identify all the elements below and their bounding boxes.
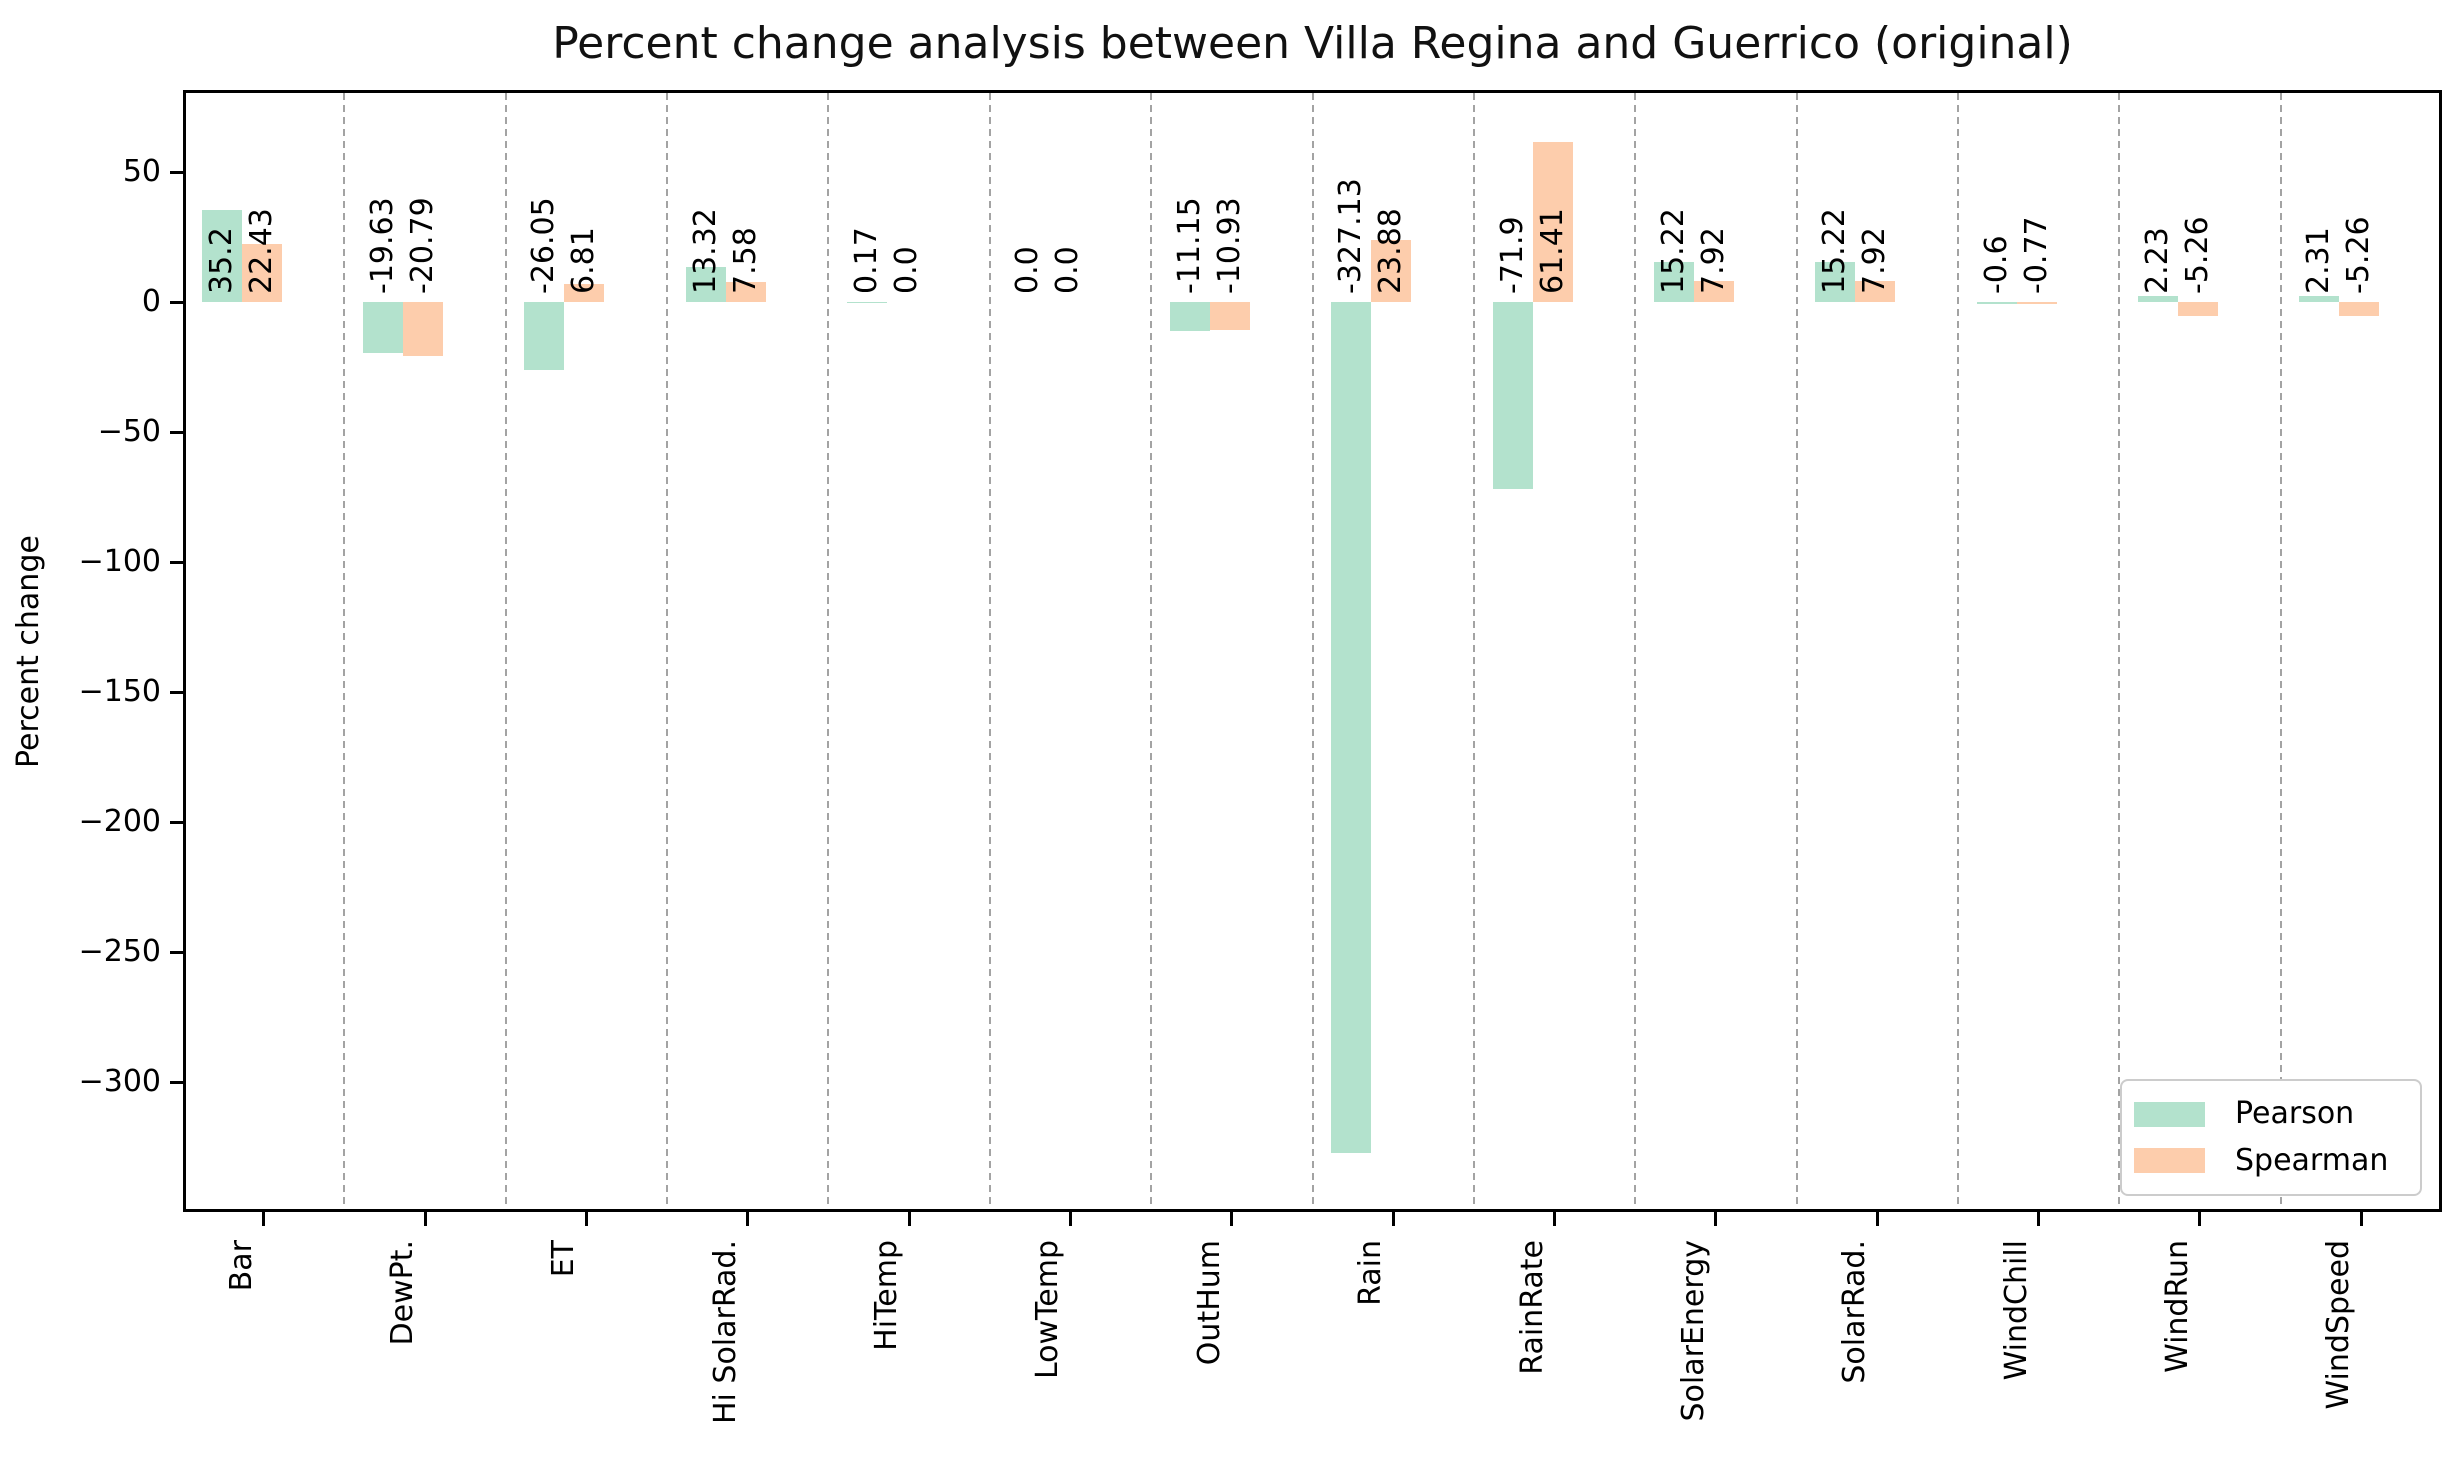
x-tick: [1230, 1212, 1234, 1226]
bar-pearson-SolarEnergy: [1653, 262, 1694, 302]
y-tick: [170, 430, 183, 434]
x-tick: [1875, 1212, 1879, 1226]
x-tick-label-Hi SolarRad.: Hi SolarRad.: [707, 1240, 743, 1425]
bar-spearman-Hi SolarRad.: [725, 282, 766, 302]
bar-pearson-DewPt.: [363, 302, 404, 354]
y-tick: [170, 690, 183, 694]
y-tick-label: −250: [78, 934, 161, 969]
y-tick-label: −50: [97, 414, 161, 449]
bar-spearman-WindSpeed: [2339, 302, 2380, 316]
x-tick: [1391, 1212, 1395, 1226]
legend-label: Spearman: [2235, 1142, 2389, 1178]
x-tick: [584, 1212, 588, 1226]
chart-title: Percent change analysis between Villa Re…: [552, 18, 2073, 69]
y-tick: [170, 560, 183, 564]
y-tick-label: −300: [78, 1064, 161, 1099]
category-separator-gridline: [1311, 93, 1314, 1209]
x-tick-label-WindSpeed: WindSpeed: [2321, 1240, 2357, 1410]
bar-pearson-WindSpeed: [2299, 295, 2340, 302]
x-tick-label-ET: ET: [546, 1240, 582, 1278]
pearson-swatch-icon: [2134, 1101, 2205, 1127]
x-tick: [1068, 1212, 1072, 1226]
x-tick-label-SolarEnergy: SolarEnergy: [1675, 1240, 1711, 1422]
legend-entry-spearman: Spearman: [2134, 1142, 2408, 1178]
legend: Pearson Spearman: [2120, 1079, 2422, 1196]
x-tick: [2198, 1212, 2202, 1226]
x-tick: [1714, 1212, 1718, 1226]
x-tick-label-DewPt.: DewPt.: [385, 1240, 421, 1346]
category-separator-gridline: [1956, 93, 1959, 1209]
x-tick-label-RainRate: RainRate: [1514, 1240, 1550, 1375]
category-separator-gridline: [1150, 93, 1153, 1209]
y-tick-label: 0: [141, 284, 161, 319]
x-tick: [907, 1212, 911, 1226]
bar-pearson-Bar: [201, 210, 242, 302]
y-tick-label: 50: [122, 154, 161, 189]
bar-pearson-Rain: [1331, 302, 1372, 1153]
bar-spearman-SolarRad.: [1855, 281, 1896, 302]
bar-spearman-OutHum: [1209, 302, 1250, 331]
x-tick: [2359, 1212, 2363, 1226]
bar-pearson-RainRate: [1492, 302, 1533, 489]
bar-pearson-WindChill: [1976, 302, 2017, 304]
x-tick-label-Bar: Bar: [223, 1240, 259, 1292]
category-separator-gridline: [666, 93, 669, 1209]
y-tick: [170, 1080, 183, 1084]
y-tick: [170, 820, 183, 824]
bar-spearman-Bar: [241, 243, 282, 302]
bar-spearman-WindChill: [2016, 302, 2057, 304]
category-separator-gridline: [988, 93, 991, 1209]
x-tick-label-SolarRad.: SolarRad.: [1837, 1240, 1873, 1384]
category-separator-gridline: [2118, 93, 2121, 1209]
y-tick: [170, 300, 183, 304]
category-separator-gridline: [343, 93, 346, 1209]
legend-entry-pearson: Pearson: [2134, 1097, 2408, 1131]
x-tick-label-WindChill: WindChill: [1998, 1240, 2034, 1381]
y-tick: [170, 950, 183, 954]
category-separator-gridline: [504, 93, 507, 1209]
x-tick-label-HiTemp: HiTemp: [869, 1240, 905, 1351]
y-tick-label: −100: [78, 544, 161, 579]
category-separator-gridline: [1472, 93, 1475, 1209]
x-tick: [1553, 1212, 1557, 1226]
bar-pearson-OutHum: [1169, 302, 1210, 331]
bar-spearman-Rain: [1371, 239, 1412, 302]
plot-area: [183, 90, 2442, 1212]
y-tick-label: −150: [78, 674, 161, 709]
bar-spearman-ET: [564, 284, 605, 302]
bar-spearman-RainRate: [1532, 142, 1573, 302]
x-tick: [262, 1212, 266, 1226]
bar-pearson-WindRun: [2137, 296, 2178, 302]
category-separator-gridline: [2279, 93, 2282, 1209]
y-tick-label: −200: [78, 804, 161, 839]
legend-label: Pearson: [2235, 1096, 2355, 1132]
category-separator-gridline: [1795, 93, 1798, 1209]
bar-spearman-WindRun: [2177, 302, 2218, 316]
bar-pearson-Hi SolarRad.: [685, 267, 726, 302]
x-tick: [746, 1212, 750, 1226]
bar-spearman-DewPt.: [403, 302, 444, 357]
x-tick: [423, 1212, 427, 1226]
bar-pearson-SolarRad.: [1815, 262, 1856, 302]
y-tick: [170, 170, 183, 174]
x-tick-label-LowTemp: LowTemp: [1030, 1240, 1066, 1380]
y-axis-label: Percent change: [11, 534, 46, 768]
x-tick-label-OutHum: OutHum: [1191, 1240, 1227, 1366]
spearman-swatch-icon: [2134, 1148, 2205, 1174]
bar-spearman-SolarEnergy: [1693, 281, 1734, 302]
x-tick-label-WindRun: WindRun: [2159, 1240, 2195, 1373]
bar-pearson-ET: [524, 302, 565, 370]
category-separator-gridline: [1634, 93, 1637, 1209]
x-tick: [2037, 1212, 2041, 1226]
x-tick-label-Rain: Rain: [1353, 1240, 1389, 1306]
category-separator-gridline: [827, 93, 830, 1209]
